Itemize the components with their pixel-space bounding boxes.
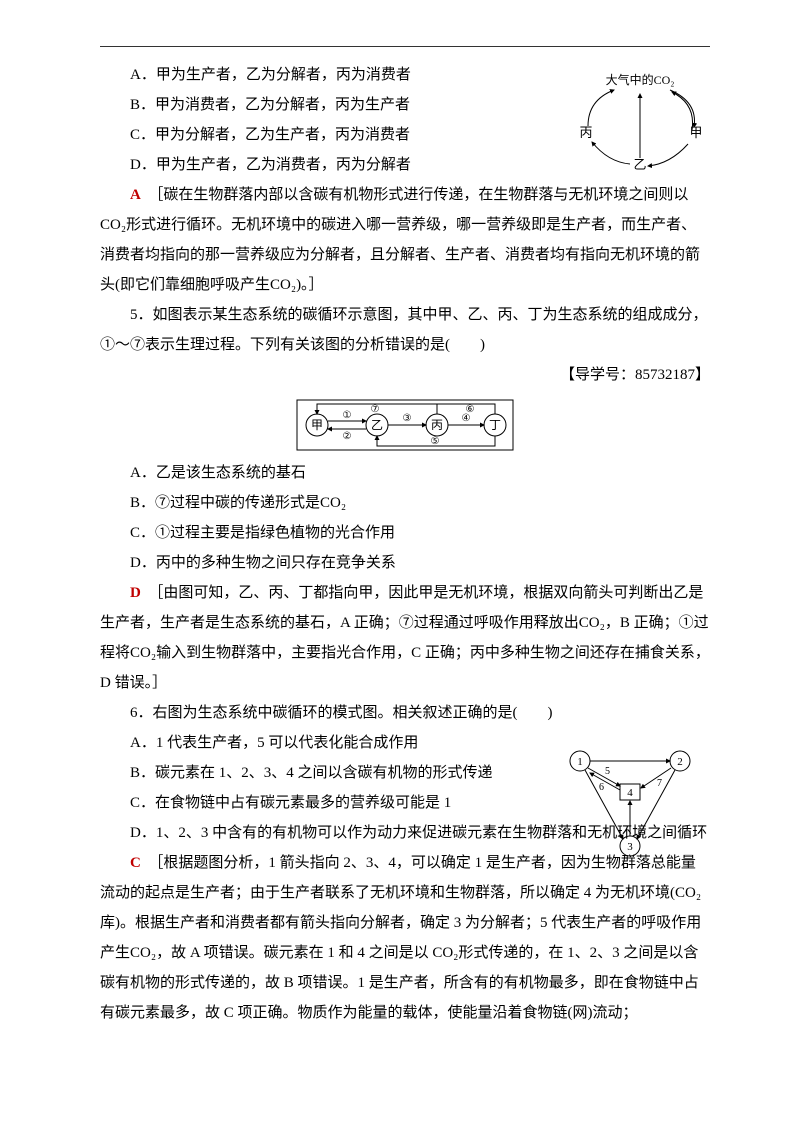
q6-stem: 6．右图为生态系统中碳循环的模式图。相关叙述正确的是( ) [100, 698, 710, 728]
svg-text:⑦: ⑦ [371, 404, 380, 415]
svg-text:丙: 丙 [431, 418, 443, 432]
q4-node-jia: 甲 [689, 125, 702, 140]
q5-answer: D [130, 585, 141, 601]
q5-option-d: D．丙中的多种生物之间只存在竞争关系 [100, 548, 710, 578]
svg-text:⑥: ⑥ [466, 404, 475, 415]
svg-text:③: ③ [403, 413, 412, 424]
q5-diagram: 甲 乙 丙 丁 ① ② ③ ④ ⑤ ⑥ ⑦ [295, 396, 515, 454]
q4-answer: A [130, 187, 141, 203]
q5-stem: 5．如图表示某生态系统的碳循环示意图，其中甲、乙、丙、丁为生态系统的组成成分，①… [100, 300, 710, 360]
svg-text:⑤: ⑤ [431, 436, 440, 447]
svg-text:①: ① [343, 410, 352, 421]
svg-text:乙: 乙 [371, 418, 383, 432]
svg-text:3: 3 [627, 841, 633, 853]
q5-option-c: C．①过程主要是指绿色植物的光合作用 [100, 518, 710, 548]
q6-explanation: C ［根据题图分析，1 箭头指向 2、3、4，可以确定 1 是生产者，因为生物群… [100, 848, 710, 1028]
q5-explanation: D ［由图可知，乙、丙、丁都指向甲，因此甲是无机环境，根据双向箭头可判断出乙是生… [100, 578, 710, 698]
page: 大气中的CO₂ 甲 乙 丙 A．甲为生产者，乙为分解者，丙为消费者 B．甲为消费… [0, 0, 800, 1132]
q5-note: 【导学号：85732187】 [100, 360, 710, 390]
top-rule [100, 46, 710, 47]
svg-text:丁: 丁 [489, 418, 501, 432]
q6-diagram: 1 2 3 4 5 6 7 [565, 746, 695, 861]
q4-diagram: 大气中的CO₂ 甲 乙 丙 [570, 72, 710, 172]
q4-node-yi: 乙 [633, 157, 646, 172]
svg-text:7: 7 [657, 778, 662, 789]
svg-text:5: 5 [605, 766, 610, 777]
svg-text:6: 6 [599, 782, 604, 793]
svg-text:1: 1 [577, 756, 583, 768]
svg-text:2: 2 [677, 756, 683, 768]
q5-option-a: A．乙是该生态系统的基石 [100, 458, 710, 488]
q5-option-b: B．⑦过程中碳的传递形式是CO₂ [100, 488, 710, 518]
q6-answer: C [130, 855, 141, 871]
svg-text:甲: 甲 [311, 418, 323, 432]
svg-text:②: ② [343, 431, 352, 442]
q4-explanation: A ［碳在生物群落内部以含碳有机物形式进行传递，在生物群落与无机环境之间则以CO… [100, 180, 710, 300]
svg-text:4: 4 [627, 787, 633, 799]
q4-node-co2: 大气中的CO₂ [606, 72, 675, 87]
q4-node-bing: 丙 [579, 125, 592, 140]
